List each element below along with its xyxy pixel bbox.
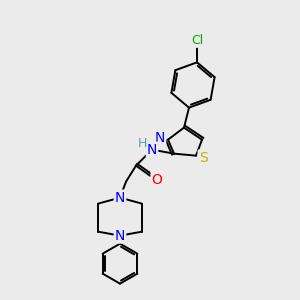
Text: H: H [137, 137, 147, 150]
Text: O: O [152, 173, 162, 187]
Text: N: N [147, 143, 157, 157]
Text: N: N [115, 191, 125, 205]
Text: S: S [199, 151, 207, 165]
Text: Cl: Cl [191, 34, 203, 47]
Text: N: N [115, 229, 125, 243]
Text: N: N [155, 131, 165, 145]
